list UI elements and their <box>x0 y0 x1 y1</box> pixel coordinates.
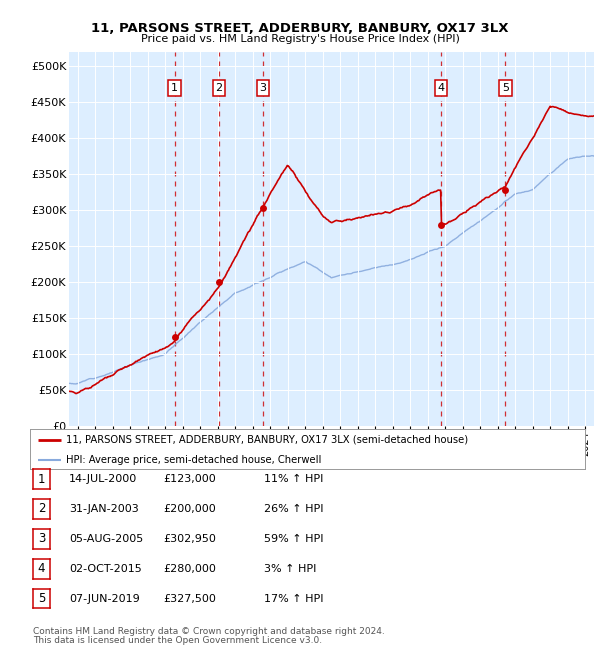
Text: 26% ↑ HPI: 26% ↑ HPI <box>264 504 323 514</box>
Text: 4: 4 <box>437 83 445 93</box>
Text: 11% ↑ HPI: 11% ↑ HPI <box>264 474 323 484</box>
Text: 14-JUL-2000: 14-JUL-2000 <box>69 474 137 484</box>
Text: 11, PARSONS STREET, ADDERBURY, BANBURY, OX17 3LX: 11, PARSONS STREET, ADDERBURY, BANBURY, … <box>91 22 509 35</box>
Text: 02-OCT-2015: 02-OCT-2015 <box>69 564 142 574</box>
Text: 5: 5 <box>38 592 45 605</box>
Text: 59% ↑ HPI: 59% ↑ HPI <box>264 534 323 544</box>
Text: £327,500: £327,500 <box>163 593 216 604</box>
Text: £280,000: £280,000 <box>163 564 216 574</box>
Text: £302,950: £302,950 <box>163 534 216 544</box>
Text: Contains HM Land Registry data © Crown copyright and database right 2024.: Contains HM Land Registry data © Crown c… <box>33 627 385 636</box>
Text: 4: 4 <box>38 562 45 575</box>
Text: £200,000: £200,000 <box>163 504 216 514</box>
Text: 3: 3 <box>260 83 266 93</box>
Text: 17% ↑ HPI: 17% ↑ HPI <box>264 593 323 604</box>
Text: This data is licensed under the Open Government Licence v3.0.: This data is licensed under the Open Gov… <box>33 636 322 645</box>
Text: HPI: Average price, semi-detached house, Cherwell: HPI: Average price, semi-detached house,… <box>66 456 322 465</box>
Text: 2: 2 <box>38 502 45 515</box>
Text: 1: 1 <box>171 83 178 93</box>
Text: 5: 5 <box>502 83 509 93</box>
Text: 07-JUN-2019: 07-JUN-2019 <box>69 593 140 604</box>
Text: 2: 2 <box>215 83 223 93</box>
Text: 3% ↑ HPI: 3% ↑ HPI <box>264 564 316 574</box>
Text: 31-JAN-2003: 31-JAN-2003 <box>69 504 139 514</box>
Text: Price paid vs. HM Land Registry's House Price Index (HPI): Price paid vs. HM Land Registry's House … <box>140 34 460 44</box>
Text: 11, PARSONS STREET, ADDERBURY, BANBURY, OX17 3LX (semi-detached house): 11, PARSONS STREET, ADDERBURY, BANBURY, … <box>66 435 468 445</box>
Text: £123,000: £123,000 <box>163 474 216 484</box>
Text: 1: 1 <box>38 473 45 486</box>
Text: 05-AUG-2005: 05-AUG-2005 <box>69 534 143 544</box>
Text: 3: 3 <box>38 532 45 545</box>
